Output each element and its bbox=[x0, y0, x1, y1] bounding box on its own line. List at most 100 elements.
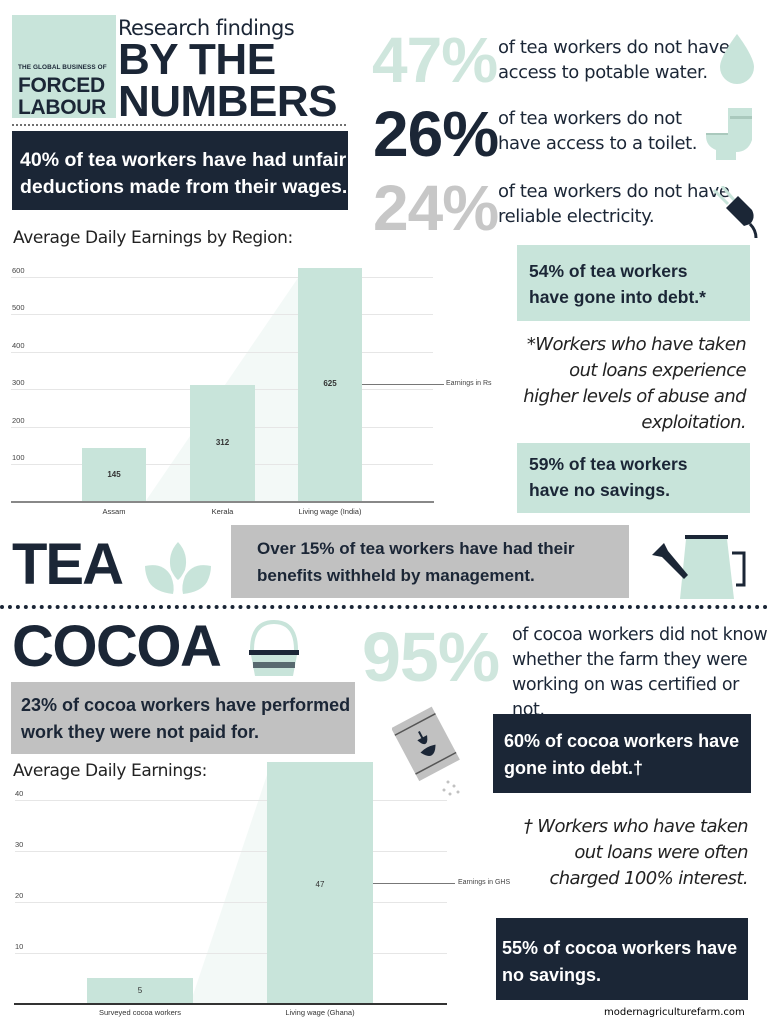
bar-living-wage-india: 625 bbox=[298, 268, 362, 502]
y-tick: 600 bbox=[12, 266, 25, 275]
callout-benefits-withheld: Over 15% of tea workers have had their b… bbox=[231, 525, 629, 598]
note-line: out loans were often bbox=[574, 842, 748, 863]
x-label: Kerala bbox=[211, 507, 234, 516]
callout-unpaid-work: 23% of cocoa workers have performed work… bbox=[11, 682, 355, 754]
gridline bbox=[11, 314, 433, 315]
footnote-cocoa-debt: † Workers who have taken out loans were … bbox=[520, 814, 749, 892]
note-line: *Workers who have taken bbox=[526, 334, 747, 355]
note-line: † Workers who have taken bbox=[523, 816, 749, 837]
y-tick: 10 bbox=[15, 942, 24, 951]
stat-pct-water: 47% bbox=[372, 24, 498, 96]
page-title-line2: NUMBERS bbox=[118, 77, 337, 126]
basket-icon bbox=[249, 620, 299, 676]
seed-packet-icon bbox=[392, 706, 460, 796]
callout-tea-debt: 54% of tea workers have gone into debt.* bbox=[517, 245, 750, 321]
callout-line: have no savings. bbox=[529, 480, 671, 500]
callout-line: gone into debt.† bbox=[504, 758, 643, 778]
callout-line: Over 15% of tea workers have had their bbox=[257, 539, 575, 558]
stat-line: of tea workers do not bbox=[498, 108, 682, 129]
footnote-tea-debt: *Workers who have taken out loans experi… bbox=[520, 332, 746, 436]
cocoa-chart-title: Average Daily Earnings: bbox=[13, 761, 207, 781]
bar-kerala: 312 bbox=[190, 385, 255, 502]
callout-line: no savings. bbox=[502, 965, 602, 985]
section-title-tea: TEA bbox=[12, 532, 124, 597]
water-drop-icon bbox=[720, 34, 754, 84]
x-label: Surveyed cocoa workers bbox=[98, 1008, 182, 1017]
stat-text-electricity: of tea workers do not have reliable elec… bbox=[498, 179, 730, 229]
callout-line: benefits withheld by management. bbox=[257, 566, 535, 585]
stat-line: reliable electricity. bbox=[498, 206, 655, 227]
y-tick: 20 bbox=[15, 891, 24, 900]
stat-text-certification: of cocoa workers did not know whether th… bbox=[512, 623, 768, 723]
y-tick: 500 bbox=[12, 303, 25, 312]
cocoa-earnings-chart: 40 30 20 10 5 47 Surveyed cocoa workers … bbox=[0, 760, 520, 1024]
stat-line: of tea workers do not have bbox=[498, 37, 730, 58]
bar-value: 312 bbox=[215, 438, 230, 447]
note-line: exploitation. bbox=[641, 412, 746, 433]
section-divider bbox=[0, 605, 768, 609]
plug-icon bbox=[712, 186, 758, 238]
callout-line: 40% of tea workers have had unfair bbox=[20, 149, 347, 171]
legend-line bbox=[362, 384, 444, 385]
stat-text-water: of tea workers do not have access to pot… bbox=[498, 35, 730, 85]
callout-line: 55% of cocoa workers have bbox=[502, 938, 738, 958]
stat-line: access to potable water. bbox=[498, 62, 708, 83]
x-label: Living wage (India) bbox=[298, 507, 362, 516]
gridline bbox=[15, 953, 447, 954]
y-tick: 30 bbox=[15, 840, 24, 849]
legend-label: Earnings in GHS bbox=[458, 879, 511, 886]
stat-line: whether the farm they were bbox=[512, 650, 748, 670]
toilet-icon bbox=[706, 108, 752, 160]
y-tick: 100 bbox=[12, 453, 25, 462]
callout-line: work they were not paid for. bbox=[21, 722, 260, 742]
gridline bbox=[11, 352, 433, 353]
page-subtitle: Research findings bbox=[118, 16, 295, 40]
stat-text-toilet: of tea workers do not have access to a t… bbox=[498, 106, 698, 156]
watermark: modernagriculturefarm.com bbox=[604, 1007, 745, 1018]
chart-shade bbox=[190, 766, 270, 1004]
bar-value: 625 bbox=[323, 379, 337, 388]
page-title-line1: BY THE bbox=[118, 35, 276, 84]
callout-cocoa-debt: 60% of cocoa workers have gone into debt… bbox=[493, 714, 751, 793]
stat-line: have access to a toilet. bbox=[498, 133, 698, 154]
bar-living-wage-ghana: 47 bbox=[267, 762, 373, 1004]
logo: THE GLOBAL BUSINESS OF FORCED LABOUR bbox=[12, 15, 116, 118]
x-label: Living wage (Ghana) bbox=[285, 1008, 355, 1017]
gridline bbox=[11, 277, 433, 278]
stat-pct-certification: 95% bbox=[362, 618, 500, 696]
stat-line: of cocoa workers did not know bbox=[512, 625, 768, 645]
logo-tagline: THE GLOBAL BUSINESS OF bbox=[18, 64, 107, 71]
callout-line: 60% of cocoa workers have bbox=[504, 731, 740, 751]
header-divider bbox=[12, 124, 346, 126]
callout-line: have gone into debt.* bbox=[529, 287, 706, 307]
leaf-icon bbox=[145, 542, 211, 594]
gridline bbox=[15, 851, 447, 852]
note-line: charged 100% interest. bbox=[549, 868, 748, 889]
stat-pct-electricity: 24% bbox=[373, 172, 499, 244]
tea-earnings-chart: 600 500 400 300 200 100 145 312 625 Assa… bbox=[0, 255, 492, 520]
logo-labour: LABOUR bbox=[18, 96, 107, 119]
y-tick: 40 bbox=[15, 789, 24, 798]
logo-forced: FORCED bbox=[18, 74, 105, 97]
bar-value: 145 bbox=[107, 470, 121, 479]
legend-line bbox=[373, 883, 455, 884]
gridline bbox=[15, 902, 447, 903]
callout-line: deductions made from their wages. bbox=[20, 176, 348, 198]
callout-cocoa-savings: 55% of cocoa workers have no savings. bbox=[496, 918, 748, 1000]
x-label: Assam bbox=[102, 507, 126, 516]
y-tick: 400 bbox=[12, 341, 25, 350]
callout-unfair-deductions: 40% of tea workers have had unfair deduc… bbox=[12, 131, 348, 210]
callout-tea-savings: 59% of tea workers have no savings. bbox=[517, 443, 750, 513]
stat-line: of tea workers do not have bbox=[498, 181, 730, 202]
note-line: out loans experience bbox=[569, 360, 746, 381]
watering-can-icon bbox=[652, 535, 746, 599]
y-tick: 300 bbox=[12, 378, 25, 387]
callout-line: 54% of tea workers bbox=[529, 261, 688, 281]
tea-chart-title: Average Daily Earnings by Region: bbox=[13, 228, 293, 248]
note-line: higher levels of abuse and bbox=[523, 386, 746, 407]
gridline bbox=[15, 800, 447, 801]
bar-value: 47 bbox=[315, 880, 325, 889]
legend-label: Earnings in Rs bbox=[446, 380, 492, 387]
callout-line: 23% of cocoa workers have performed bbox=[21, 695, 351, 715]
section-title-cocoa: COCOA bbox=[12, 614, 222, 679]
